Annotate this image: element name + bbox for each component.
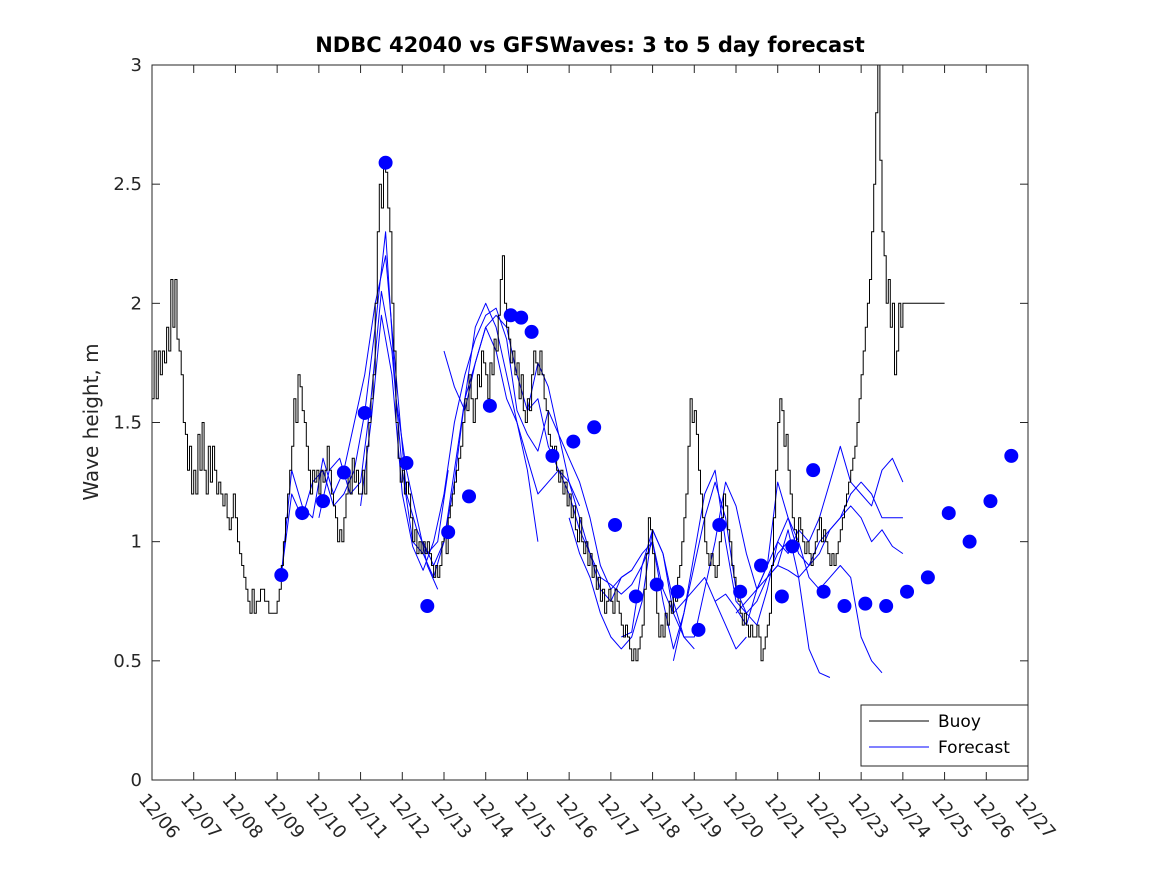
forecast-marker	[420, 599, 435, 614]
forecast-marker	[774, 589, 789, 604]
y-tick-label: 2	[131, 293, 142, 314]
forecast-marker	[858, 596, 873, 611]
forecast-marker	[587, 420, 602, 435]
forecast-marker	[754, 558, 769, 573]
forecast-marker	[545, 448, 560, 463]
forecast-marker	[837, 599, 852, 614]
forecast-line-9	[621, 481, 831, 678]
forecast-marker	[462, 489, 477, 504]
chart-title: NDBC 42040 vs GFSWaves: 3 to 5 day forec…	[315, 33, 865, 57]
forecast-line-1	[280, 231, 439, 590]
forecast-marker	[336, 465, 351, 480]
y-axis-label: Wave height, m	[79, 343, 103, 500]
forecast-marker	[670, 584, 685, 599]
y-axis: 0 0.5 1 1.5 2 2.5 3	[113, 55, 1028, 791]
forecast-marker	[628, 589, 643, 604]
legend: Buoy Forecast	[860, 704, 1029, 767]
forecast-marker	[941, 506, 956, 521]
forecast-marker	[962, 534, 977, 549]
forecast-marker	[733, 584, 748, 599]
forecast-line-7	[526, 362, 747, 650]
forecast-line-13	[766, 505, 904, 578]
forecast-marker	[524, 324, 539, 339]
y-tick-label: 2.5	[113, 174, 142, 195]
forecast-marker	[357, 405, 372, 420]
forecast-marker	[1004, 448, 1019, 463]
forecast-marker	[920, 570, 935, 585]
legend-buoy-label: Buoy	[938, 712, 981, 732]
legend-forecast-label: Forecast	[938, 738, 1010, 758]
forecast-marker	[274, 568, 289, 583]
forecast-marker	[514, 310, 529, 325]
forecast-marker	[816, 584, 831, 599]
forecast-markers-group	[274, 155, 1019, 637]
forecast-marker	[806, 463, 821, 478]
forecast-line-3	[318, 290, 539, 578]
forecast-marker	[566, 434, 581, 449]
buoy-line	[152, 64, 945, 662]
y-tick-label: 0.5	[113, 651, 142, 672]
forecast-marker	[649, 577, 664, 592]
forecast-marker	[712, 517, 727, 532]
y-tick-label: 1.5	[113, 413, 142, 434]
forecast-marker	[608, 517, 623, 532]
forecast-marker	[441, 525, 456, 540]
forecast-marker	[378, 155, 393, 170]
forecast-marker	[691, 622, 706, 637]
forecast-marker	[482, 398, 497, 413]
y-tick-label: 3	[131, 55, 142, 76]
y-tick-label: 1	[131, 532, 142, 553]
forecast-line-8	[568, 481, 789, 650]
forecast-line-4	[360, 307, 581, 571]
forecast-marker	[399, 456, 414, 471]
buoy-series-group	[152, 64, 945, 662]
forecast-marker	[879, 599, 894, 614]
legend-box	[860, 704, 1029, 767]
forecast-marker	[295, 506, 310, 521]
forecast-marker	[785, 539, 800, 554]
forecast-marker	[900, 584, 915, 599]
y-tick-label: 0	[131, 770, 142, 791]
forecast-marker	[316, 494, 331, 509]
forecast-marker	[983, 494, 998, 509]
forecast-line-2	[280, 255, 449, 576]
